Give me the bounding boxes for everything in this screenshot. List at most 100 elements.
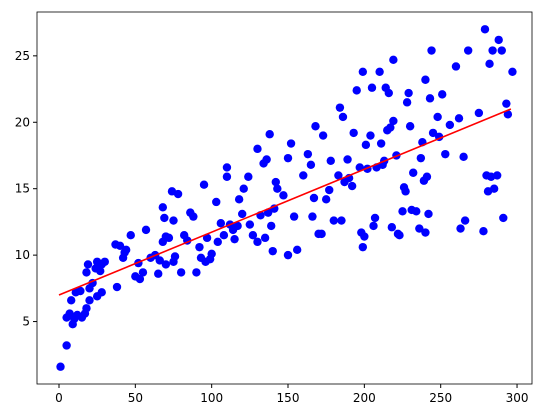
point [306,160,316,169]
y-tick-label: 25 [15,49,30,63]
point [360,232,369,241]
point [222,172,232,181]
x-tick-label: 50 [128,391,143,405]
point [309,193,319,203]
point [329,216,339,225]
point [262,155,271,164]
point [233,221,242,231]
point [441,149,450,159]
point [421,228,430,237]
y-tick-label: 15 [15,182,30,196]
y-tick-label: 20 [15,115,30,129]
point [492,171,502,180]
point [433,112,442,122]
point [62,341,71,350]
point [267,221,276,231]
point [212,197,221,207]
point [115,241,125,251]
point [161,260,171,269]
point [349,128,358,138]
point [421,75,430,84]
point [367,83,377,92]
point [100,257,109,266]
point [337,216,346,225]
point [370,213,380,223]
point [358,242,368,252]
point [67,296,76,305]
x-tick-label: 250 [429,391,452,405]
point [401,187,410,196]
x-tick-label: 100 [200,391,223,405]
point [207,249,216,258]
point [451,62,461,71]
point [422,172,432,181]
point [230,234,239,244]
point [445,120,455,130]
point [170,252,180,261]
point [494,35,503,45]
point [271,177,280,187]
point [192,268,201,277]
point [83,260,93,269]
point [213,237,222,247]
fit-line [58,108,512,296]
y-tick-label: 10 [15,248,30,262]
point [347,181,357,191]
plot-frame [36,11,533,385]
point [386,123,395,132]
point [318,131,328,140]
point [283,250,293,260]
point [389,55,398,65]
point [141,225,151,235]
y-tick-label: 5 [22,315,30,329]
point [489,184,499,193]
point [428,128,438,138]
point [369,221,378,231]
point [253,144,262,154]
point [415,224,424,233]
point [164,233,174,243]
point [96,266,105,276]
point [138,268,148,277]
x-tick-label: 0 [55,391,63,405]
point [409,168,418,177]
point [248,231,258,240]
point [292,245,302,255]
point [199,180,209,189]
point [427,46,436,55]
point [239,184,248,193]
point [485,59,494,69]
point [338,112,348,122]
point [216,219,226,228]
point [499,213,508,223]
point [480,25,490,34]
point [389,116,398,126]
point [97,288,106,297]
point [195,242,204,252]
point [508,67,517,76]
point [395,231,404,240]
point [154,269,163,278]
point [405,122,415,131]
x-tick-label: 150 [277,391,300,405]
point [286,139,296,148]
point [352,86,361,95]
point [279,191,288,200]
point [375,67,384,76]
point [343,155,352,164]
point [463,46,473,55]
point [326,156,335,165]
point [361,140,371,150]
point [160,213,169,223]
point [76,286,85,296]
point [234,195,244,204]
point [460,216,470,225]
point [303,149,313,159]
point [85,296,94,305]
point [335,103,345,112]
point [404,88,413,98]
point [459,152,468,162]
point [289,212,299,221]
point [189,212,198,221]
